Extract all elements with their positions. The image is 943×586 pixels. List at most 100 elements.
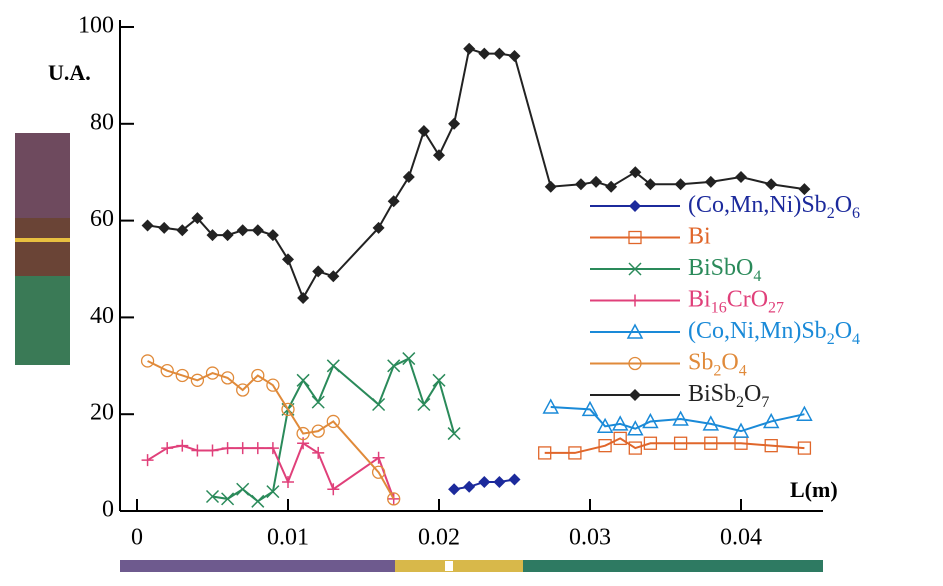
x-tick-label: 0.04 — [720, 525, 762, 551]
legend-marker — [629, 200, 641, 212]
y-tick-label: 0 — [102, 497, 114, 523]
legend-marker — [628, 230, 642, 245]
marker — [433, 149, 445, 162]
series-line — [544, 437, 805, 454]
marker — [568, 446, 582, 460]
marker — [702, 415, 720, 431]
marker — [251, 224, 264, 237]
marker — [327, 483, 340, 496]
marker — [611, 415, 629, 431]
marker — [266, 378, 280, 392]
marker — [296, 426, 310, 441]
series-line — [147, 441, 395, 500]
marker — [326, 414, 340, 429]
marker — [704, 436, 718, 450]
column-layer — [15, 276, 70, 365]
marker — [704, 175, 717, 188]
legend-marker — [626, 323, 644, 339]
marker — [175, 368, 189, 383]
marker — [266, 229, 279, 242]
marker — [387, 359, 401, 373]
legend-label: Sb2O4 — [688, 349, 747, 379]
marker — [236, 383, 250, 397]
series — [448, 473, 521, 496]
marker — [141, 454, 154, 467]
x-tick-label: 0.01 — [267, 525, 309, 551]
marker — [158, 221, 171, 234]
y-tick-label: 60 — [90, 206, 114, 232]
marker — [627, 420, 644, 436]
marker — [417, 397, 431, 412]
marker — [220, 371, 235, 385]
marker — [140, 354, 155, 368]
y-tick-label: 100 — [78, 13, 114, 39]
marker — [161, 442, 174, 455]
marker — [297, 292, 310, 305]
marker — [605, 180, 618, 193]
marker — [448, 483, 461, 496]
legend-marker — [629, 294, 641, 307]
marker — [191, 444, 204, 457]
marker — [327, 270, 340, 283]
marker — [282, 475, 294, 488]
series — [538, 431, 812, 460]
marker — [206, 229, 219, 242]
marker — [590, 175, 603, 188]
marker — [417, 125, 430, 138]
series — [141, 437, 400, 505]
marker — [387, 492, 401, 506]
strip-layer — [445, 561, 453, 571]
marker — [643, 436, 658, 450]
series — [205, 352, 461, 508]
legend-marker — [629, 389, 641, 401]
marker — [732, 422, 750, 438]
marker — [673, 436, 688, 450]
bottom-strip — [120, 560, 823, 572]
side-column — [15, 133, 70, 365]
marker — [493, 47, 506, 60]
marker — [296, 373, 310, 387]
marker — [508, 50, 521, 63]
marker — [581, 400, 599, 417]
marker — [236, 482, 250, 496]
marker — [251, 494, 265, 508]
marker — [463, 480, 476, 493]
marker — [402, 352, 416, 366]
marker — [281, 402, 295, 417]
marker — [266, 485, 280, 499]
marker — [478, 475, 491, 488]
marker — [538, 446, 552, 460]
series-line — [147, 47, 805, 301]
marker — [282, 253, 294, 266]
series — [140, 354, 401, 506]
marker — [191, 212, 204, 225]
x-axis-label: L(m) — [790, 477, 838, 502]
marker — [544, 180, 557, 193]
series — [542, 398, 813, 438]
y-axis-label: U.A. — [48, 60, 91, 85]
strip-layer — [523, 560, 823, 572]
marker — [371, 465, 386, 479]
marker — [221, 492, 235, 506]
marker — [266, 442, 279, 455]
marker — [613, 431, 627, 446]
marker — [141, 219, 154, 232]
series-line — [212, 357, 456, 503]
marker — [160, 363, 174, 378]
series — [141, 42, 811, 305]
marker — [765, 178, 778, 191]
legend-label: (Co,Ni,Mn)Sb2O4 — [688, 318, 860, 348]
marker — [796, 405, 813, 421]
marker — [326, 359, 340, 373]
marker — [448, 117, 461, 130]
marker — [798, 183, 811, 196]
marker — [205, 489, 220, 504]
marker — [644, 178, 657, 191]
marker — [674, 178, 687, 191]
marker — [236, 224, 249, 237]
marker — [372, 451, 385, 464]
marker — [735, 171, 747, 184]
marker — [596, 417, 614, 434]
marker — [312, 265, 325, 278]
